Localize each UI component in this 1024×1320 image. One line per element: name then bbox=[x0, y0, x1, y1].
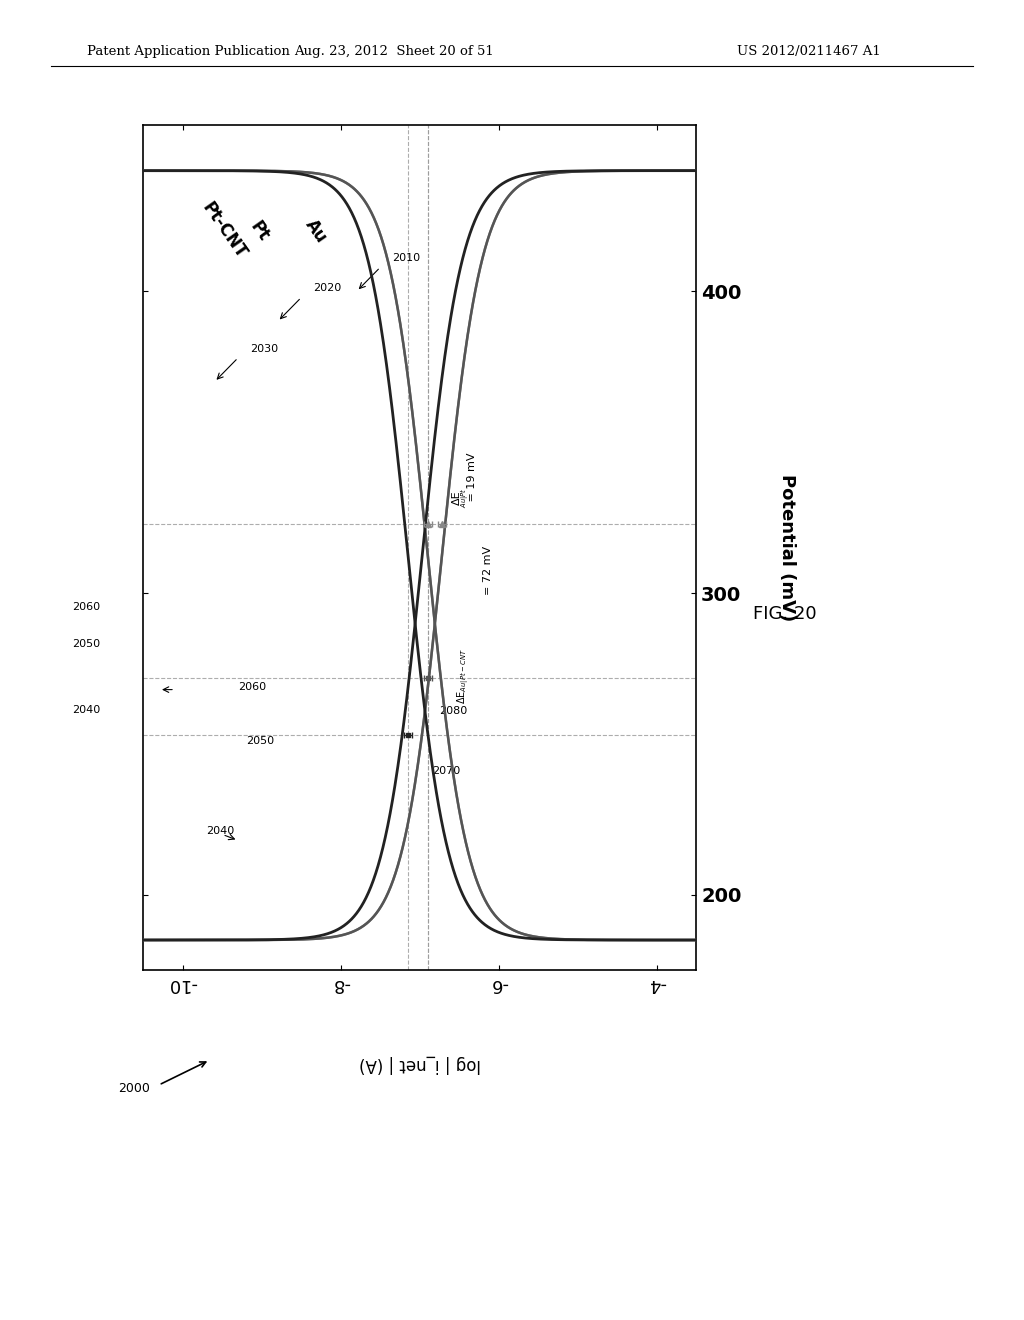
Text: Pt-CNT: Pt-CNT bbox=[199, 199, 251, 263]
Text: = 72 mV: = 72 mV bbox=[483, 546, 493, 595]
Text: ΔE$_{Au|Pt-CNT}$: ΔE$_{Au|Pt-CNT}$ bbox=[456, 648, 471, 705]
Text: 2060: 2060 bbox=[239, 681, 266, 692]
Text: 2040: 2040 bbox=[207, 826, 234, 837]
Text: $_{Au|Pt}$: $_{Au|Pt}$ bbox=[460, 487, 471, 508]
Text: 2050: 2050 bbox=[73, 639, 100, 649]
Text: Au: Au bbox=[301, 215, 330, 247]
Text: = 19 mV: = 19 mV bbox=[467, 451, 477, 504]
Text: Aug. 23, 2012  Sheet 20 of 51: Aug. 23, 2012 Sheet 20 of 51 bbox=[294, 45, 495, 58]
Text: 2020: 2020 bbox=[313, 284, 341, 293]
Text: ΔE: ΔE bbox=[452, 490, 462, 504]
Text: 2070: 2070 bbox=[432, 766, 460, 776]
Text: 2040: 2040 bbox=[72, 705, 100, 715]
Text: log | i_net | (A): log | i_net | (A) bbox=[358, 1055, 481, 1073]
Text: 2050: 2050 bbox=[246, 737, 274, 746]
Y-axis label: Potential (mV): Potential (mV) bbox=[778, 474, 796, 622]
Text: Patent Application Publication: Patent Application Publication bbox=[87, 45, 290, 58]
Text: 2010: 2010 bbox=[392, 253, 420, 263]
Text: FIG. 20: FIG. 20 bbox=[753, 605, 816, 623]
Text: 2080: 2080 bbox=[439, 706, 468, 715]
Text: Pt: Pt bbox=[246, 218, 272, 244]
Text: 2000: 2000 bbox=[118, 1082, 150, 1096]
Text: 2030: 2030 bbox=[250, 343, 279, 354]
Text: 2060: 2060 bbox=[73, 602, 100, 612]
Text: US 2012/0211467 A1: US 2012/0211467 A1 bbox=[737, 45, 881, 58]
